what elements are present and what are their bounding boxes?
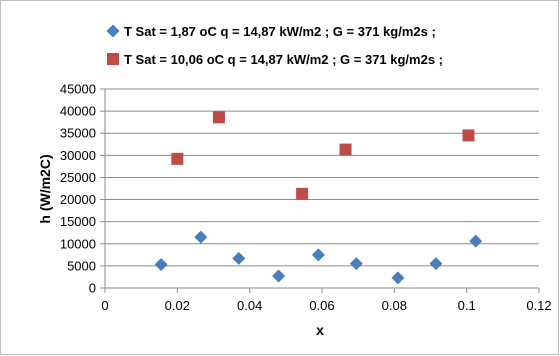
y-tick-label: 45000 <box>60 82 96 97</box>
x-tick-label: 0.02 <box>165 298 190 313</box>
y-tick-labels: 0 5000 10000 15000 20000 25000 30000 35000 40000… <box>60 82 96 296</box>
legend-label-series-1: T Sat = 1,87 oC q = 14,87 kW/m2 ; G = 37… <box>124 24 436 39</box>
series-1-point <box>391 271 405 285</box>
x-tick-label: 0.12 <box>526 298 551 313</box>
axes <box>100 88 540 293</box>
y-tick-label: 25000 <box>60 170 96 185</box>
legend: T Sat = 1,87 oC q = 14,87 kW/m2 ; G = 37… <box>106 24 443 67</box>
series-2-point <box>296 187 309 200</box>
x-tick-label: 0 <box>101 298 108 313</box>
y-tick-label: 20000 <box>60 192 96 207</box>
y-axis-title: h (W/m2C) <box>37 154 53 223</box>
legend-label-series-2: T Sat = 10,06 oC q = 14,87 kW/m2 ; G = 3… <box>124 52 443 67</box>
series-1-point <box>194 230 208 244</box>
y-tick-label: 5000 <box>67 258 96 273</box>
series-1-point <box>232 251 246 265</box>
y-tick-label: 15000 <box>60 214 96 229</box>
series-1-point <box>469 234 483 248</box>
series-1-point <box>272 269 286 283</box>
series-2-point <box>339 143 352 156</box>
x-tick-labels: 0 0.02 0.04 0.06 0.08 0.1 0.12 <box>101 298 551 313</box>
series-1-point <box>349 257 363 271</box>
series-2-point <box>462 129 475 142</box>
x-tick-label: 0.08 <box>382 298 407 313</box>
y-tick-label: 0 <box>89 281 96 296</box>
x-tick-label: 0.04 <box>237 298 262 313</box>
y-tick-label: 35000 <box>60 126 96 141</box>
x-tick-label: 0.1 <box>458 298 476 313</box>
data-points <box>154 111 483 285</box>
y-tick-label: 30000 <box>60 148 96 163</box>
series-2-point <box>171 152 184 165</box>
series-1-point <box>429 257 443 271</box>
legend-marker-series-1 <box>106 24 120 38</box>
legend-marker-series-2 <box>107 53 119 65</box>
series-1-point <box>311 248 325 262</box>
x-tick-label: 0.06 <box>309 298 334 313</box>
x-axis-title: x <box>316 322 324 338</box>
series-1-point <box>154 258 168 272</box>
y-tick-label: 40000 <box>60 104 96 119</box>
y-tick-label: 10000 <box>60 236 96 251</box>
series-2-point <box>212 111 225 124</box>
